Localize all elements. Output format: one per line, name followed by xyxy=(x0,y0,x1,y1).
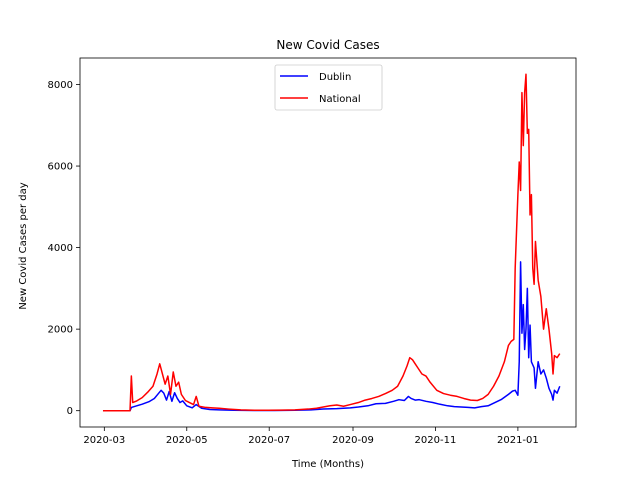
y-axis: 0 2000 4000 6000 8000 xyxy=(48,80,80,417)
x-tick-label: 2021-01 xyxy=(497,435,539,446)
chart-title: New Covid Cases xyxy=(276,38,379,52)
y-tick-label: 4000 xyxy=(48,243,73,254)
series-line-dublin xyxy=(102,261,561,412)
series-line-national xyxy=(102,73,561,412)
x-tick-label: 2020-11 xyxy=(415,435,457,446)
x-tick-label: 2020-05 xyxy=(166,435,208,446)
plot-frame xyxy=(79,57,577,428)
x-axis: 2020-03 2020-05 2020-07 2020-09 2020-11 2021-… xyxy=(83,427,539,446)
legend: Dublin National xyxy=(274,64,383,111)
legend-label-national: National xyxy=(319,94,361,105)
x-tick-label: 2020-03 xyxy=(83,435,125,446)
y-tick-label: 6000 xyxy=(48,162,73,173)
y-tick-label: 8000 xyxy=(48,80,73,91)
x-tick-label: 2020-07 xyxy=(248,435,290,446)
x-tick-label: 2020-09 xyxy=(332,435,374,446)
y-tick-label: 0 xyxy=(67,406,73,417)
x-axis-label: Time (Months) xyxy=(291,459,364,470)
plot-area xyxy=(79,57,577,428)
y-axis-label: New Covid Cases per day xyxy=(18,182,29,309)
legend-label-dublin: Dublin xyxy=(319,72,351,83)
y-tick-label: 2000 xyxy=(48,325,73,336)
